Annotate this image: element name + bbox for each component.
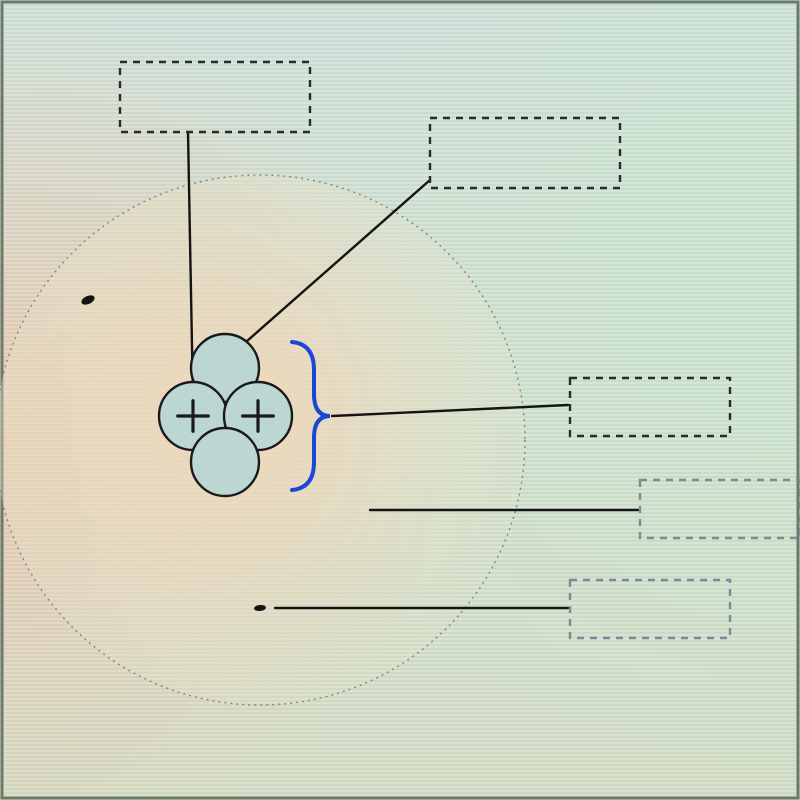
atom-diagram bbox=[0, 0, 800, 800]
neutron bbox=[191, 428, 259, 496]
